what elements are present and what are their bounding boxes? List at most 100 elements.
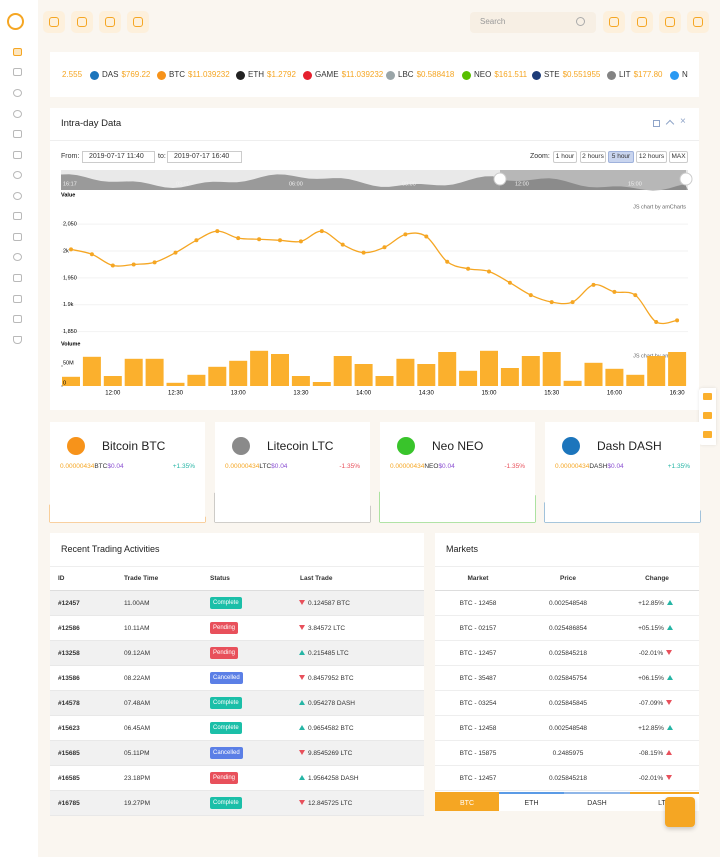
ticker-item[interactable]: N [670,70,688,80]
nav-icon[interactable] [13,192,22,200]
table-row[interactable] [435,591,699,616]
trend-arrow [299,650,305,655]
ticker-item[interactable]: DAS $769.22 [90,70,150,80]
top-icon[interactable] [43,11,65,33]
ticker-symbol: GAME [315,70,339,79]
trade-amount: 3.84572 LTC [308,625,346,632]
trend-arrow [299,700,305,705]
status-badge: Cancelled [210,747,243,759]
market-change: -08.15% [617,750,697,757]
top-icon[interactable] [631,11,653,33]
ticker-item[interactable]: BTC $11.039232 [157,70,230,80]
logo[interactable] [7,13,24,30]
column-header: Last Trade [300,575,333,582]
close-icon[interactable]: × [680,116,686,127]
chat-button[interactable] [665,797,695,827]
change-value: +05.15% [638,625,664,632]
column-header: Market [467,575,489,582]
tool-icon[interactable] [703,431,712,438]
nav-icon[interactable] [13,130,22,138]
top-icon[interactable] [603,11,625,33]
ticker-item[interactable]: 2.555 [62,70,82,80]
trade-id: #16785 [58,800,80,807]
coin-icon [532,70,541,80]
ticker-symbol: N [682,70,688,79]
status-badge: Pending [210,772,239,784]
top-icon[interactable] [687,11,709,33]
nav-icon[interactable] [13,171,22,179]
ticker-item[interactable]: LIT $177.80 [607,70,662,80]
zoom-button[interactable]: MAX [669,151,688,163]
coin-stats: 0.00000434BTC$0.04 [60,463,124,470]
table-row[interactable] [435,766,699,791]
last-trade: 12.845725 LTC [296,800,352,807]
last-trade: 1.9564258 DASH [296,775,359,782]
nav-icon[interactable] [13,110,22,118]
ticker-item[interactable]: NEO $161.511 [462,70,527,80]
table-row[interactable] [435,641,699,666]
ticker-symbol: ETH [248,70,264,79]
search-box[interactable]: Search [470,12,596,33]
coin-price: $0.04 [438,463,455,470]
tool-icon[interactable] [703,412,712,419]
zoom-button[interactable]: 5 hour [608,151,634,163]
top-icon[interactable] [71,11,93,33]
market-tab[interactable]: ETH [499,792,564,811]
nav-icon[interactable] [13,48,22,56]
market-change: +05.15% [617,625,697,632]
ticker-item[interactable]: GAME $11.039232 [303,70,383,80]
top-icon[interactable] [99,11,121,33]
table-row[interactable] [50,691,424,716]
table-row[interactable] [435,716,699,741]
coin-icon [236,70,245,80]
divider [50,140,699,141]
market-tab[interactable]: DASH [564,792,630,811]
nav-icon[interactable] [13,212,22,220]
top-icon[interactable] [127,11,149,33]
nav-icon[interactable] [13,295,22,303]
trend-arrow [666,650,673,655]
zoom-button[interactable]: 1 hour [553,151,577,163]
ticker-symbol: BTC [169,70,185,79]
coin-icon [462,70,471,80]
ticker-item[interactable]: STE $0.551955 [532,70,600,80]
nav-icon[interactable] [13,315,22,323]
nav-icon[interactable] [13,89,22,97]
coin-icon [397,437,415,455]
search-icon[interactable] [576,17,585,26]
trend-arrow [299,600,305,605]
panel-title: Recent Trading Activities [61,544,160,554]
trend-arrow [299,775,305,780]
table-row[interactable] [435,741,699,766]
ticker-price: $177.80 [633,70,663,79]
zoom-button[interactable]: 12 hours [636,151,667,163]
from-input[interactable]: 2019-07-17 11:40 [82,151,155,163]
table-header-bg [50,566,424,591]
nav-icon[interactable] [13,151,22,159]
coin-name: Dash DASH [597,439,662,453]
expand-icon[interactable] [653,120,660,127]
nav-icon[interactable] [13,253,22,261]
market-tab[interactable]: BTC [435,792,499,811]
tool-icon[interactable] [703,393,712,400]
trade-id: #15685 [58,750,80,757]
coin-icon [386,70,395,80]
nav-icon[interactable] [13,68,22,76]
nav-icon[interactable] [13,274,22,282]
table-row[interactable] [435,666,699,691]
table-row[interactable] [435,691,699,716]
collapse-icon[interactable] [665,119,675,129]
panel-title: Markets [446,544,479,554]
status-badge: Pending [210,647,239,659]
to-input[interactable]: 2019-07-17 16:40 [167,151,242,163]
top-icon[interactable] [659,11,681,33]
ticker-symbol: DAS [102,70,119,79]
ticker-item[interactable]: ETH $1.2792 [236,70,296,80]
search-placeholder: Search [480,17,506,26]
ticker-item[interactable]: LBC $0.588418 [386,70,454,80]
nav-icon[interactable] [13,233,22,241]
zoom-button[interactable]: 2 hours [580,151,606,163]
nav-icon[interactable] [13,336,22,344]
last-trade: 0.954278 DASH [296,700,355,707]
table-row[interactable] [435,616,699,641]
